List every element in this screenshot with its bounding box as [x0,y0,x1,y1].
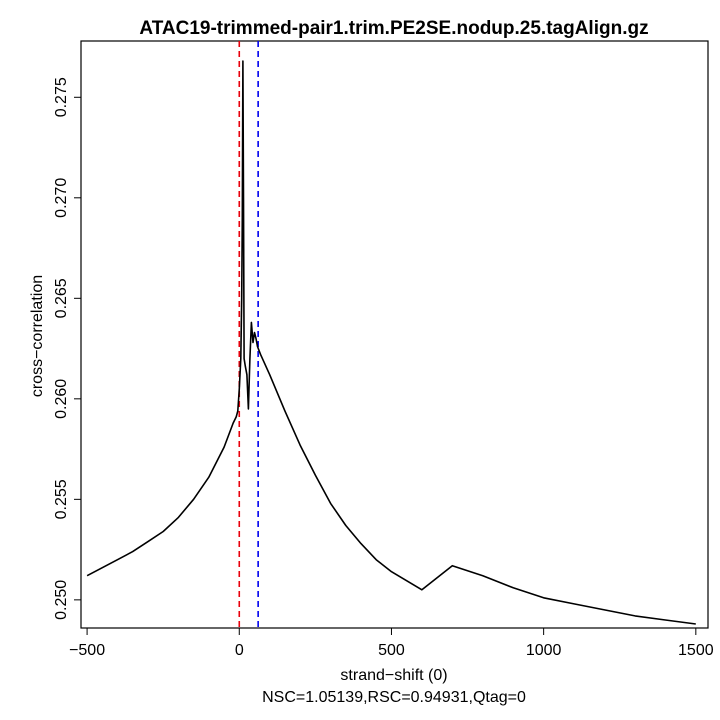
series-line [86,60,696,625]
chart-title: ATAC19-trimmed-pair1.trim.PE2SE.nodup.25… [139,18,648,39]
x-axis-label: strand−shift (0) [340,667,447,684]
x-axis: −500 0 500 1000 1500 [69,628,714,659]
y-tick-label: 0.250 [53,580,70,620]
y-tick-label: 0.260 [53,379,70,419]
x-tick-label: 1500 [678,642,714,659]
x-tick-label: 1000 [526,642,562,659]
plot-frame [80,40,709,629]
y-tick-label: 0.270 [53,178,70,218]
reference-lines [238,41,259,628]
chart-subtitle: NSC=1.05139,RSC=0.94931,Qtag=0 [262,689,526,706]
x-tick-label: −500 [69,642,105,659]
series-group [86,60,696,625]
y-tick-label: 0.255 [53,479,70,519]
y-axis: 0.250 0.255 0.260 0.265 0.270 0.275 [53,77,81,620]
y-tick-label: 0.275 [53,77,70,117]
x-tick-label: 500 [378,642,405,659]
y-axis-label: cross−correlation [29,275,46,397]
y-tick-label: 0.265 [53,278,70,318]
x-tick-label: 0 [235,642,244,659]
